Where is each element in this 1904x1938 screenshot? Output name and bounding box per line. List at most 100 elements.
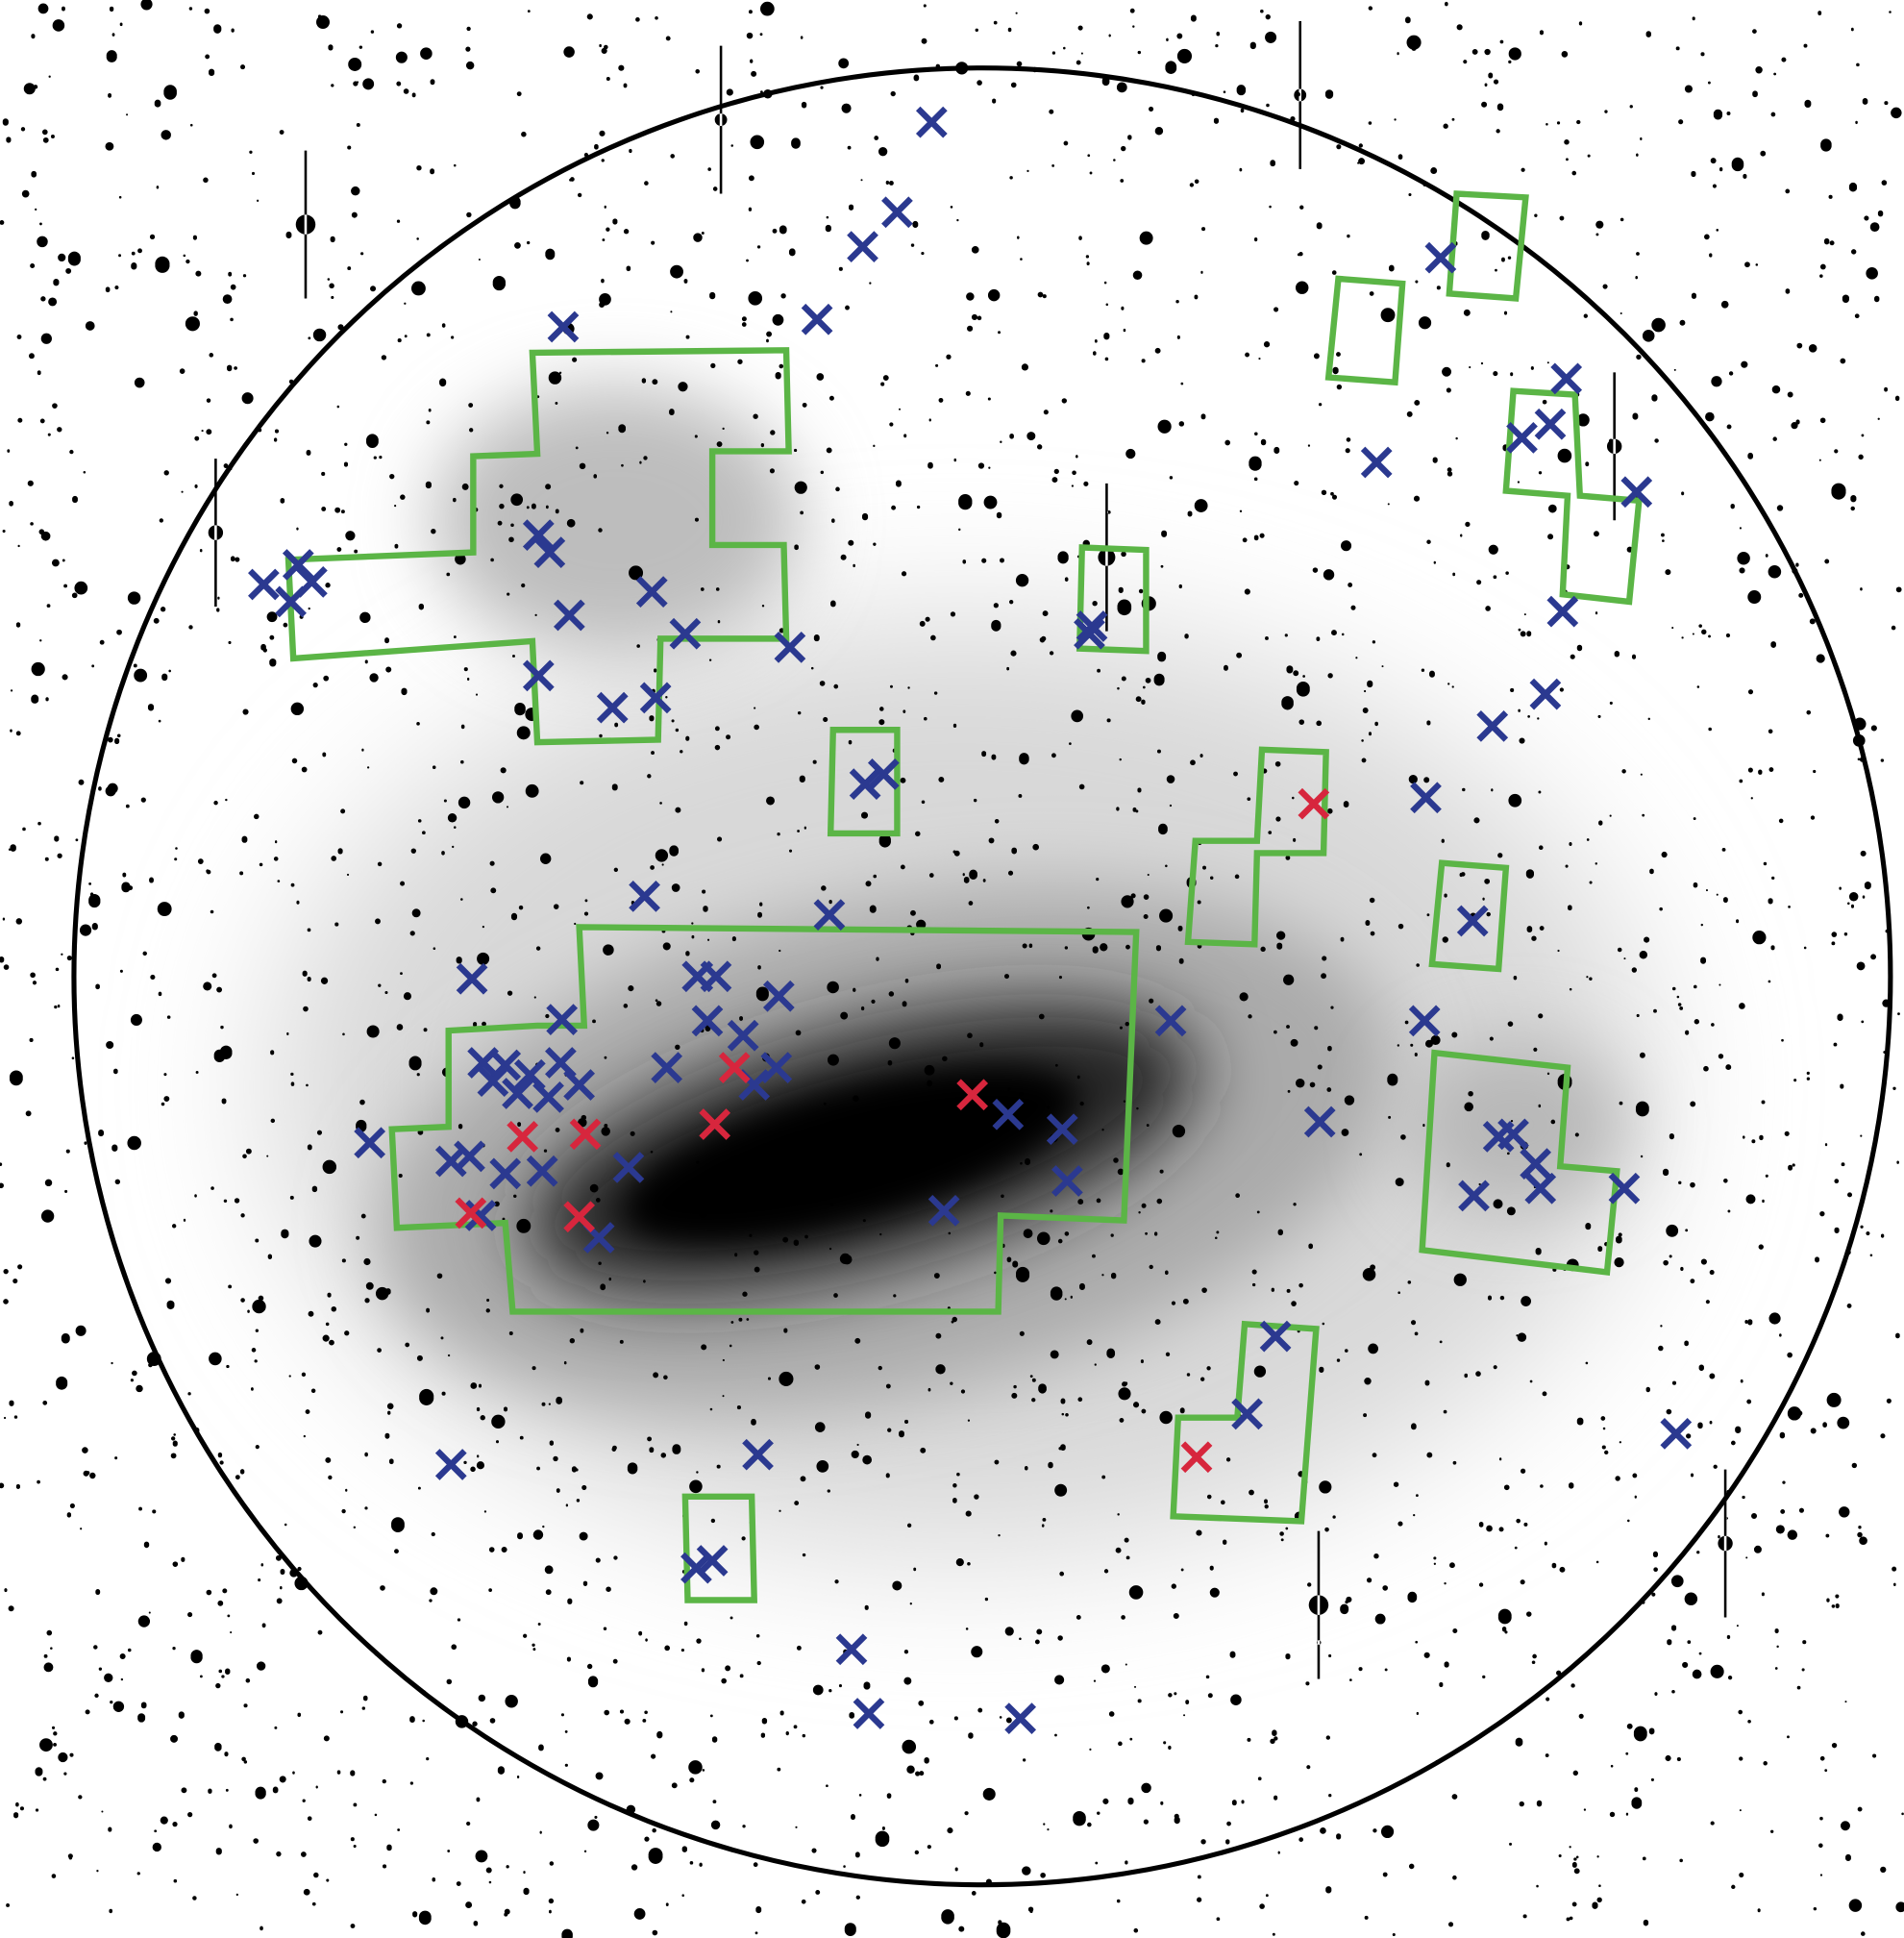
blue-marker bbox=[847, 231, 878, 263]
blue-marker bbox=[881, 196, 913, 229]
blue-marker bbox=[547, 311, 580, 343]
blue-marker bbox=[691, 1005, 724, 1037]
red-marker bbox=[699, 1108, 731, 1140]
blue-marker bbox=[727, 1019, 759, 1052]
blue-marker bbox=[1410, 782, 1442, 814]
region bbox=[1324, 275, 1406, 386]
blue-marker bbox=[522, 659, 555, 692]
blue-marker bbox=[1004, 1702, 1037, 1734]
red-marker bbox=[1298, 787, 1330, 820]
blue-marker bbox=[1231, 1398, 1263, 1430]
region bbox=[1428, 859, 1510, 973]
star-forming-region bbox=[431, 385, 802, 657]
blue-marker bbox=[696, 1545, 729, 1577]
blue-marker bbox=[1154, 1005, 1187, 1037]
blue-marker bbox=[639, 682, 672, 714]
blue-marker bbox=[434, 1449, 467, 1480]
blue-marker bbox=[760, 1052, 793, 1083]
red-marker bbox=[455, 1197, 487, 1230]
blue-marker bbox=[1660, 1418, 1693, 1450]
blue-marker bbox=[1506, 422, 1538, 454]
blue-marker bbox=[1476, 710, 1509, 742]
blue-marker bbox=[927, 1194, 960, 1227]
blue-marker bbox=[853, 1698, 885, 1729]
field-circle bbox=[71, 65, 1893, 1888]
blue-marker bbox=[1534, 408, 1567, 440]
region bbox=[1502, 387, 1643, 606]
blue-marker bbox=[456, 962, 488, 995]
blue-marker bbox=[1051, 1165, 1083, 1197]
blue-marker bbox=[629, 880, 660, 912]
galaxy-core bbox=[623, 1065, 1077, 1245]
blue-marker bbox=[1408, 1005, 1441, 1037]
blue-marker bbox=[801, 303, 833, 335]
blue-marker bbox=[1529, 678, 1562, 710]
blue-marker bbox=[1608, 1172, 1641, 1205]
blue-marker bbox=[849, 768, 881, 801]
red-marker bbox=[563, 1201, 596, 1233]
blue-marker bbox=[1456, 905, 1489, 937]
blue-marker bbox=[1620, 476, 1653, 509]
blue-marker bbox=[635, 576, 668, 609]
blue-marker bbox=[1360, 446, 1393, 479]
region bbox=[388, 924, 1140, 1315]
region bbox=[284, 347, 792, 746]
blue-marker bbox=[1424, 241, 1457, 274]
blue-marker bbox=[275, 585, 307, 618]
blue-marker bbox=[533, 536, 566, 568]
blue-marker bbox=[1458, 1180, 1490, 1212]
blue-marker bbox=[915, 106, 948, 138]
blue-marker bbox=[700, 960, 732, 993]
red-marker bbox=[718, 1052, 751, 1083]
blue-marker bbox=[248, 568, 280, 601]
blue-marker bbox=[867, 758, 900, 790]
blue-marker bbox=[1546, 595, 1579, 628]
blue-marker bbox=[1524, 1172, 1557, 1205]
blue-marker bbox=[669, 617, 702, 650]
blue-marker bbox=[742, 1438, 774, 1471]
markers bbox=[248, 106, 1693, 1734]
red-marker bbox=[507, 1121, 539, 1153]
red-marker bbox=[569, 1118, 602, 1151]
blue-marker bbox=[596, 691, 629, 724]
blue-marker bbox=[354, 1127, 386, 1159]
blue-marker bbox=[835, 1633, 868, 1666]
red-marker bbox=[1180, 1441, 1213, 1474]
region bbox=[681, 1493, 757, 1603]
region bbox=[1170, 1320, 1320, 1525]
blue-marker bbox=[563, 1069, 596, 1101]
blue-marker bbox=[1303, 1106, 1336, 1138]
blue-marker bbox=[992, 1098, 1025, 1130]
blue-marker bbox=[554, 599, 585, 632]
blue-marker bbox=[813, 899, 846, 931]
blue-marker bbox=[1046, 1113, 1078, 1146]
blue-marker bbox=[1076, 610, 1108, 642]
red-marker bbox=[956, 1079, 989, 1111]
blue-marker bbox=[454, 1140, 485, 1173]
blue-marker bbox=[774, 631, 806, 663]
region bbox=[827, 727, 901, 837]
blue-marker bbox=[522, 519, 555, 552]
region bbox=[1184, 746, 1329, 948]
blue-marker bbox=[464, 1200, 497, 1231]
blue-marker bbox=[477, 1065, 509, 1098]
blue-marker bbox=[680, 1552, 712, 1584]
blue-marker bbox=[489, 1157, 522, 1190]
blue-marker bbox=[532, 1081, 564, 1113]
blue-marker bbox=[651, 1052, 683, 1083]
blue-marker bbox=[546, 1004, 579, 1035]
blue-marker bbox=[1074, 617, 1105, 650]
region bbox=[1446, 190, 1529, 302]
blue-marker bbox=[526, 1155, 558, 1187]
blue-marker bbox=[1259, 1320, 1292, 1353]
blue-marker bbox=[502, 1078, 533, 1109]
blue-marker bbox=[762, 980, 795, 1012]
regions bbox=[284, 190, 1643, 1603]
blue-marker bbox=[1497, 1118, 1529, 1151]
blue-marker bbox=[1550, 362, 1583, 395]
region bbox=[1419, 1049, 1620, 1276]
blue-marker bbox=[434, 1145, 467, 1178]
